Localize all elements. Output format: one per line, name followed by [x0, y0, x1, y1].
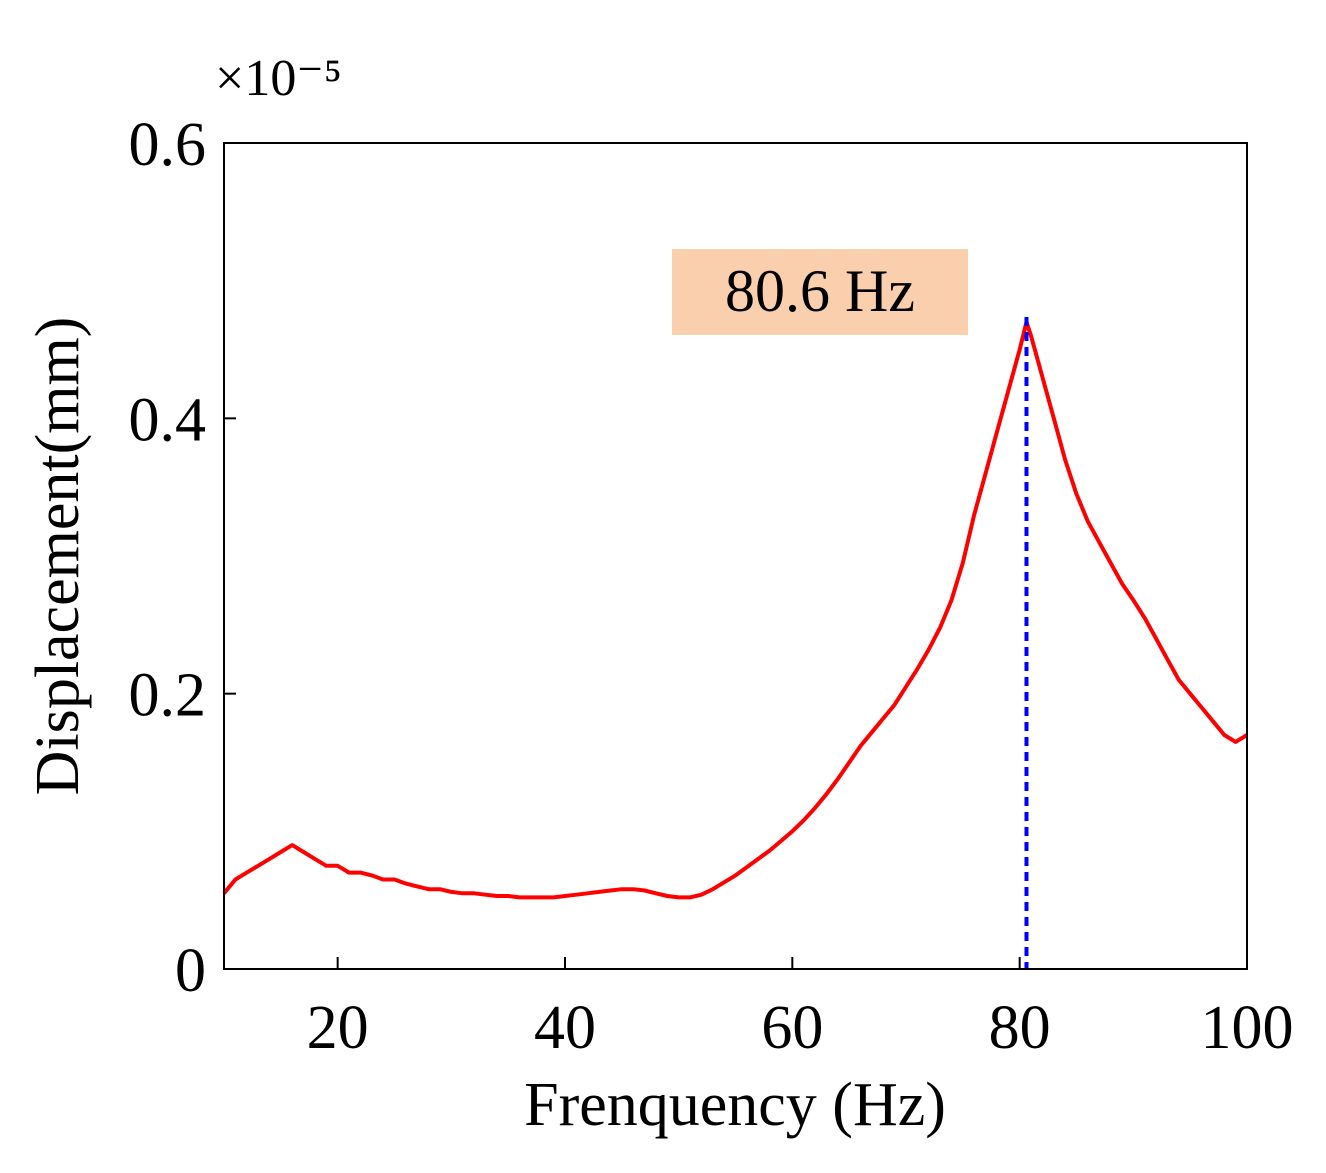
y-tick-label: 0 [175, 937, 206, 1005]
y-tick-label: 0.2 [129, 662, 207, 730]
peak-label: 80.6 Hz [725, 258, 915, 324]
y-axis-label: Displacement(mm) [24, 317, 92, 796]
y-axis: 0 0.2 0.4 0.6 [129, 111, 236, 1005]
series-line-0 [222, 320, 1249, 900]
x-tick-label: 40 [534, 994, 596, 1062]
peak-label-box [672, 249, 968, 335]
x-axis-label: Frenquency (Hz) [524, 1071, 946, 1139]
x-tick-label: 20 [307, 994, 369, 1062]
y-tick-label: 0.4 [129, 386, 207, 454]
y-scale-note: ×10⁻⁵ [215, 50, 342, 107]
x-axis: 20 40 60 80 100 [307, 957, 1294, 1062]
y-tick-label: 0.6 [129, 111, 207, 179]
x-tick-label: 80 [989, 994, 1051, 1062]
marker-layer: 80.6 Hz [672, 249, 1029, 969]
x-tick-label: 60 [761, 994, 823, 1062]
x-tick-label: 100 [1201, 994, 1294, 1062]
series-layer [222, 320, 1249, 900]
plot-frame [223, 142, 1248, 970]
